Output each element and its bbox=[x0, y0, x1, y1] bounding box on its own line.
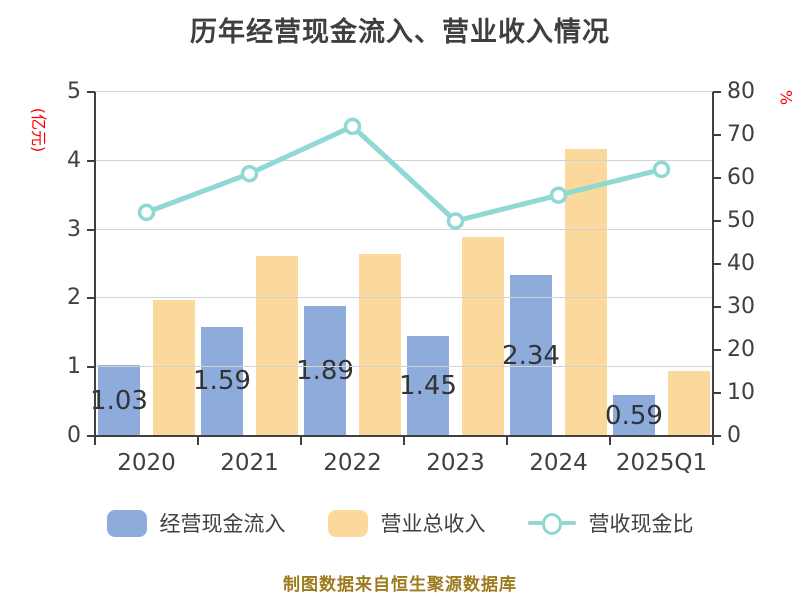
right-axis-tick-label: 70 bbox=[727, 122, 755, 147]
right-axis-tick-label: 50 bbox=[727, 208, 755, 233]
revenue-swatch-icon bbox=[327, 509, 368, 537]
right-axis-tick bbox=[713, 392, 721, 394]
plot-area: 1.03 1.59 1.89 1.45 2.34 0.59 0 1 2 3 4 5 0 10 20 30 40… bbox=[67, 81, 755, 477]
right-axis-tick-label: 60 bbox=[727, 165, 755, 190]
revenue-bar bbox=[668, 370, 710, 436]
ratio-point-marker bbox=[343, 117, 362, 136]
cash-inflow-bar: 1.59 bbox=[193, 326, 251, 436]
cash-inflow-bar: 2.34 bbox=[502, 275, 560, 436]
right-axis-unit-label: % bbox=[776, 89, 796, 106]
left-axis-tick bbox=[87, 435, 95, 437]
right-axis-tick bbox=[713, 134, 721, 136]
right-axis-tick bbox=[713, 220, 721, 222]
x-axis-category-label: 2021 bbox=[220, 450, 279, 476]
right-axis-tick bbox=[713, 349, 721, 351]
x-axis-tick bbox=[506, 436, 508, 445]
legend-label-revenue: 营业总收入 bbox=[380, 512, 486, 536]
x-axis-tick bbox=[94, 436, 96, 445]
right-axis-tick-label: 20 bbox=[727, 337, 755, 362]
bar-group-2024: 2.34 bbox=[502, 92, 610, 436]
data-source-note: 制图数据来自恒生聚源数据库 bbox=[283, 575, 517, 595]
right-axis-tick-label: 0 bbox=[727, 423, 741, 448]
gridline bbox=[95, 91, 713, 92]
x-axis-line bbox=[94, 435, 714, 437]
gridline bbox=[95, 228, 713, 230]
right-axis-tick-label: 10 bbox=[727, 380, 755, 405]
cash-inflow-bar-label: 2.34 bbox=[502, 340, 560, 371]
x-axis-category-label: 2025Q1 bbox=[615, 450, 708, 476]
ratio-point-marker bbox=[240, 164, 259, 183]
left-axis-line bbox=[94, 92, 96, 436]
left-axis-tick bbox=[87, 366, 95, 369]
revenue-bar bbox=[462, 237, 504, 436]
legend-label-ratio: 营收现金比 bbox=[588, 512, 694, 536]
cash-inflow-bar-label: 0.59 bbox=[605, 400, 663, 431]
x-axis-category-label: 2022 bbox=[323, 450, 382, 476]
left-axis-tick-label: 5 bbox=[67, 79, 81, 104]
left-axis-tick-label: 4 bbox=[67, 147, 81, 173]
ratio-line-marker-icon bbox=[527, 510, 576, 537]
bar-group-2023: 1.45 bbox=[399, 92, 507, 436]
x-axis-tick bbox=[609, 436, 611, 445]
cash-inflow-bar-label: 1.45 bbox=[399, 371, 457, 402]
right-axis-tick-label: 30 bbox=[727, 294, 755, 319]
right-axis-tick bbox=[713, 435, 721, 437]
x-axis-tick bbox=[403, 436, 405, 445]
ratio-point-marker bbox=[137, 203, 156, 222]
legend-label-cash-inflow: 经营现金流入 bbox=[159, 512, 286, 536]
left-axis-tick bbox=[87, 228, 95, 231]
cash-inflow-bar: 0.59 bbox=[605, 395, 663, 436]
right-axis-tick-label: 40 bbox=[727, 251, 755, 276]
cash-inflow-bar: 1.89 bbox=[296, 305, 354, 436]
left-axis-tick-label: 0 bbox=[67, 423, 81, 448]
right-axis-tick bbox=[713, 263, 721, 265]
x-axis-category-label: 2023 bbox=[426, 450, 485, 476]
left-axis-tick-label: 3 bbox=[67, 216, 81, 242]
x-axis-category-label: 2024 bbox=[529, 450, 588, 476]
bar-group-2021: 1.59 bbox=[193, 92, 301, 436]
cash-inflow-bar: 1.45 bbox=[399, 336, 457, 436]
x-axis-tick bbox=[197, 436, 199, 445]
cash-inflow-swatch-icon bbox=[106, 509, 147, 537]
ratio-line bbox=[145, 123, 663, 224]
ratio-point-marker bbox=[652, 160, 671, 179]
gridline bbox=[95, 159, 713, 161]
left-axis-unit-label: (亿元) bbox=[29, 107, 48, 153]
bar-group-2020: 1.03 bbox=[90, 92, 198, 436]
chart-title: 历年经营现金流入、营业收入情况 bbox=[190, 17, 610, 48]
revenue-bar bbox=[565, 149, 607, 436]
right-axis-tick bbox=[713, 177, 721, 179]
legend-item-revenue: 营业总收入 bbox=[327, 508, 486, 538]
right-axis-tick-label: 80 bbox=[727, 79, 755, 104]
left-axis-tick bbox=[87, 91, 95, 93]
x-axis-category-label: 2020 bbox=[117, 450, 176, 476]
ratio-point-marker bbox=[446, 212, 465, 230]
legend-item-cash-inflow: 经营现金流入 bbox=[106, 508, 286, 538]
x-axis-tick bbox=[300, 436, 302, 445]
cash-inflow-bar-label: 1.89 bbox=[296, 355, 354, 386]
ratio-point-marker bbox=[549, 186, 568, 204]
legend-item-ratio: 营收现金比 bbox=[527, 508, 694, 538]
cash-inflow-bar: 1.03 bbox=[90, 365, 148, 436]
revenue-bar bbox=[359, 254, 401, 436]
gridline bbox=[95, 366, 713, 368]
right-axis-tick bbox=[713, 306, 721, 308]
cash-inflow-bar-label: 1.59 bbox=[193, 366, 251, 397]
bar-group-2025Q1: 0.59 bbox=[605, 92, 713, 436]
gridline bbox=[95, 297, 713, 299]
bar-group-2022: 1.89 bbox=[296, 92, 404, 436]
left-axis-tick bbox=[87, 297, 95, 300]
left-axis-tick-label: 1 bbox=[67, 354, 81, 380]
revenue-bar bbox=[256, 255, 298, 436]
left-axis-tick-label: 2 bbox=[67, 285, 81, 311]
right-axis-tick bbox=[713, 91, 721, 93]
x-axis-tick bbox=[712, 436, 714, 445]
left-axis-tick bbox=[87, 159, 95, 162]
cash-inflow-bar-label: 1.03 bbox=[90, 385, 148, 416]
ratio-line-chart bbox=[137, 117, 671, 230]
legend: 经营现金流入 营业总收入 营收现金比 bbox=[0, 508, 800, 538]
right-axis-line bbox=[712, 92, 714, 436]
revenue-bar bbox=[153, 300, 195, 436]
